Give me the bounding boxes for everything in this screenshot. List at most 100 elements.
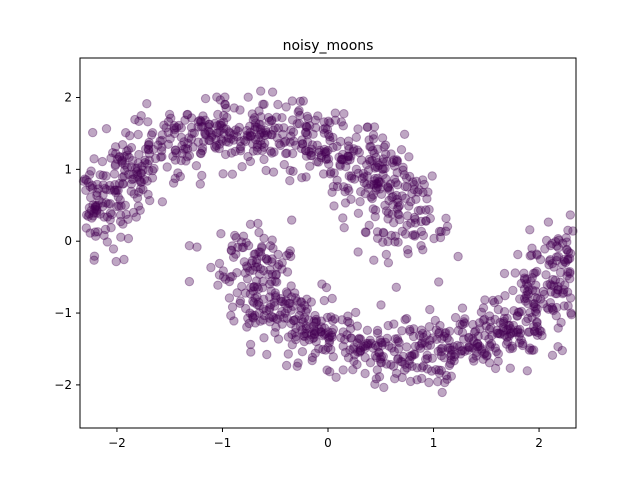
- data-point: [382, 156, 392, 167]
- data-point: [105, 208, 116, 218]
- data-point: [436, 226, 446, 237]
- data-point: [393, 237, 403, 247]
- data-point: [344, 171, 354, 181]
- data-point: [205, 135, 215, 146]
- data-point: [449, 352, 459, 362]
- data-point: [296, 297, 306, 307]
- x-tick-label: 1: [430, 436, 438, 450]
- data-point: [232, 288, 242, 298]
- data-point: [512, 311, 522, 321]
- data-point: [435, 320, 445, 331]
- data-point: [132, 163, 143, 173]
- data-point: [405, 324, 415, 335]
- data-point: [411, 176, 422, 187]
- data-point: [468, 343, 478, 353]
- data-point: [120, 165, 130, 176]
- data-point: [387, 158, 398, 168]
- data-point: [261, 165, 271, 176]
- data-point: [264, 305, 274, 315]
- data-point: [392, 156, 403, 166]
- data-point: [552, 302, 562, 313]
- data-point: [366, 179, 376, 190]
- data-point: [392, 204, 402, 214]
- data-point: [92, 187, 102, 198]
- data-point: [435, 232, 446, 243]
- data-point: [386, 360, 396, 370]
- data-point: [402, 220, 412, 231]
- data-point: [559, 301, 569, 311]
- data-point: [311, 316, 322, 327]
- data-point: [237, 281, 247, 292]
- data-point: [224, 293, 235, 303]
- data-point: [248, 146, 259, 156]
- data-point: [469, 336, 479, 346]
- data-point: [525, 307, 535, 318]
- data-point: [372, 162, 382, 173]
- data-point: [86, 205, 97, 216]
- data-point: [267, 269, 277, 279]
- data-point: [524, 345, 534, 355]
- data-point: [124, 152, 134, 163]
- data-point: [174, 120, 184, 131]
- data-point: [485, 342, 495, 352]
- data-point: [386, 149, 396, 159]
- data-point: [301, 151, 312, 161]
- data-point: [353, 124, 363, 134]
- data-point: [114, 151, 125, 162]
- data-point: [343, 151, 353, 162]
- data-point: [356, 155, 367, 165]
- data-point: [344, 151, 354, 162]
- data-point: [299, 312, 310, 323]
- data-point: [541, 270, 551, 280]
- data-point: [484, 358, 495, 368]
- data-point: [523, 313, 533, 324]
- data-point: [376, 357, 386, 367]
- data-point: [332, 181, 343, 192]
- data-point: [216, 134, 226, 144]
- data-point: [523, 298, 533, 309]
- data-point: [362, 122, 372, 133]
- data-point: [417, 363, 427, 373]
- data-point: [522, 274, 532, 284]
- data-point: [228, 252, 239, 262]
- data-point: [89, 154, 99, 164]
- data-point: [204, 135, 214, 146]
- data-point: [434, 277, 444, 287]
- data-point: [348, 365, 358, 375]
- data-point: [259, 154, 269, 165]
- data-point: [283, 349, 293, 359]
- data-point: [184, 133, 194, 143]
- data-point: [231, 233, 241, 243]
- data-point: [457, 327, 468, 338]
- data-point: [319, 329, 329, 340]
- data-point: [548, 304, 558, 314]
- data-point: [398, 162, 408, 173]
- data-point: [445, 358, 455, 369]
- data-point: [260, 138, 270, 149]
- data-point: [286, 251, 296, 262]
- data-point: [301, 145, 311, 156]
- data-point: [89, 208, 99, 218]
- data-point: [254, 132, 264, 143]
- data-point: [310, 310, 320, 321]
- data-point: [186, 122, 197, 133]
- data-point: [374, 348, 385, 358]
- data-point: [378, 237, 388, 247]
- data-point: [373, 144, 383, 154]
- data-point: [302, 111, 312, 122]
- data-point: [121, 209, 131, 220]
- data-point: [415, 343, 426, 353]
- data-point: [136, 168, 146, 178]
- data-point: [123, 214, 133, 225]
- data-point: [238, 242, 249, 253]
- data-point: [132, 169, 143, 179]
- data-point: [245, 266, 255, 276]
- data-point: [213, 109, 223, 120]
- data-point: [122, 146, 132, 157]
- data-point: [310, 348, 320, 358]
- data-point: [325, 169, 336, 179]
- data-point: [539, 289, 549, 300]
- data-point: [169, 128, 180, 139]
- data-point: [463, 345, 473, 355]
- data-point: [97, 156, 108, 167]
